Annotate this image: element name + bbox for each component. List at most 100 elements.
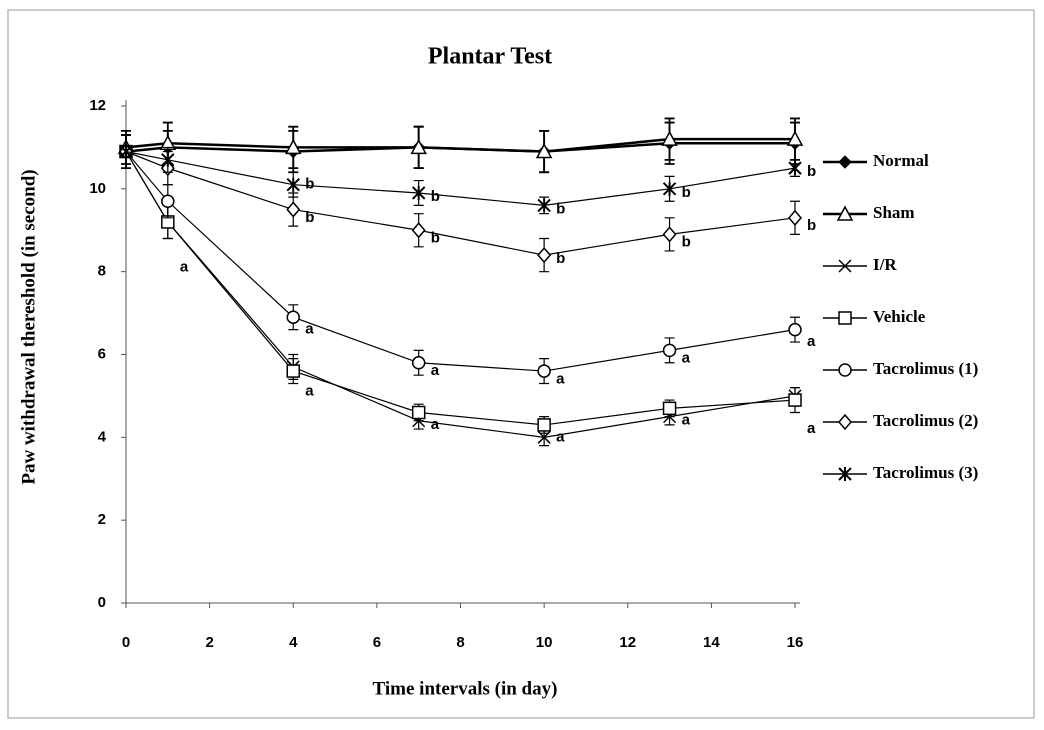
legend-label: Sham bbox=[873, 203, 915, 222]
marker-shape bbox=[662, 401, 677, 416]
annotation: b bbox=[807, 217, 816, 234]
marker-shape bbox=[661, 130, 678, 146]
y-axis-title: Paw withdrawal thereshold (in second) bbox=[18, 169, 39, 484]
annotation: b bbox=[305, 176, 314, 193]
marker-shape bbox=[838, 363, 852, 377]
x-tick-label: 16 bbox=[787, 634, 804, 651]
data-point bbox=[537, 246, 552, 264]
x-tick-label: 2 bbox=[205, 634, 213, 651]
annotation: a bbox=[305, 383, 314, 400]
marker-shape bbox=[286, 177, 300, 192]
data-point bbox=[537, 364, 551, 378]
annotation: a bbox=[305, 321, 314, 338]
data-point bbox=[662, 226, 677, 243]
annotation: b bbox=[556, 201, 565, 218]
y-tick-label: 12 bbox=[89, 97, 106, 114]
marker-shape bbox=[838, 467, 852, 481]
chart-border bbox=[7, 9, 1035, 719]
marker-shape bbox=[537, 246, 552, 264]
data-point bbox=[661, 130, 678, 146]
data-point bbox=[411, 405, 426, 420]
legend-marker bbox=[838, 413, 852, 431]
legend-marker bbox=[838, 467, 852, 481]
data-point bbox=[286, 177, 300, 192]
data-point bbox=[535, 142, 553, 159]
annotation: a bbox=[556, 370, 565, 387]
marker-shape bbox=[788, 393, 802, 407]
marker-shape bbox=[286, 201, 301, 218]
annotation: a bbox=[431, 362, 440, 379]
data-point bbox=[410, 138, 427, 155]
marker-shape bbox=[537, 418, 551, 432]
legend-marker bbox=[838, 155, 852, 169]
x-tick-label: 12 bbox=[619, 634, 636, 651]
data-point bbox=[284, 138, 302, 155]
data-point bbox=[662, 343, 677, 358]
marker-shape bbox=[838, 311, 852, 325]
x-tick-label: 6 bbox=[373, 634, 381, 651]
legend-marker bbox=[836, 205, 854, 221]
data-point bbox=[788, 393, 802, 407]
marker-shape bbox=[662, 181, 677, 196]
legend-label: Tacrolimus (1) bbox=[873, 359, 978, 378]
legend-marker bbox=[838, 363, 852, 377]
annotation: b bbox=[431, 188, 440, 205]
annotation: a bbox=[682, 350, 691, 367]
data-point bbox=[537, 198, 551, 213]
legend-marker bbox=[838, 259, 852, 273]
marker-shape bbox=[286, 364, 300, 378]
marker-shape bbox=[161, 194, 175, 209]
legend-label: Normal bbox=[873, 151, 929, 170]
data-point bbox=[411, 222, 426, 239]
marker-shape bbox=[662, 226, 677, 243]
data-point bbox=[161, 194, 175, 209]
annotation: b bbox=[682, 234, 691, 251]
marker-shape bbox=[838, 155, 852, 169]
chart-title: Plantar Test bbox=[428, 44, 552, 70]
data-point bbox=[286, 310, 300, 324]
x-tick-label: 14 bbox=[703, 634, 720, 651]
data-point bbox=[161, 152, 175, 167]
marker-shape bbox=[411, 405, 426, 420]
marker-shape bbox=[537, 198, 551, 213]
data-point bbox=[662, 181, 677, 196]
data-point bbox=[788, 209, 802, 226]
marker-shape bbox=[411, 185, 426, 200]
marker-shape bbox=[786, 130, 804, 146]
legend-label: Vehicle bbox=[873, 307, 926, 326]
annotation: a bbox=[431, 416, 440, 433]
annotation: a bbox=[682, 412, 691, 429]
marker-shape bbox=[788, 322, 802, 337]
marker-shape bbox=[410, 138, 427, 155]
x-tick-label: 0 bbox=[122, 634, 130, 651]
annotation: b bbox=[556, 250, 565, 267]
data-point bbox=[786, 130, 804, 146]
legend-marker bbox=[838, 311, 852, 325]
data-point bbox=[537, 418, 551, 432]
annotation: a bbox=[180, 258, 189, 275]
data-point bbox=[119, 144, 133, 159]
annotation: a bbox=[807, 420, 816, 437]
data-point bbox=[286, 364, 300, 378]
marker-shape bbox=[788, 161, 802, 176]
legend-label: I/R bbox=[873, 255, 897, 274]
marker-shape bbox=[535, 142, 553, 159]
y-tick-label: 0 bbox=[98, 594, 106, 611]
annotation: b bbox=[431, 230, 440, 247]
marker-shape bbox=[284, 138, 302, 155]
data-point bbox=[286, 201, 301, 218]
marker-shape bbox=[788, 209, 802, 226]
marker-shape bbox=[286, 310, 300, 324]
x-tick-label: 8 bbox=[456, 634, 464, 651]
marker-shape bbox=[119, 144, 133, 159]
annotation: a bbox=[807, 333, 816, 350]
annotation: b bbox=[807, 163, 816, 180]
marker-shape bbox=[836, 205, 854, 221]
marker-shape bbox=[838, 413, 852, 431]
y-tick-label: 4 bbox=[98, 428, 107, 445]
x-tick-label: 4 bbox=[289, 634, 298, 651]
legend-label: Tacrolimus (3) bbox=[873, 463, 978, 482]
data-point bbox=[788, 161, 802, 176]
data-point bbox=[788, 322, 802, 337]
marker-shape bbox=[662, 343, 677, 358]
